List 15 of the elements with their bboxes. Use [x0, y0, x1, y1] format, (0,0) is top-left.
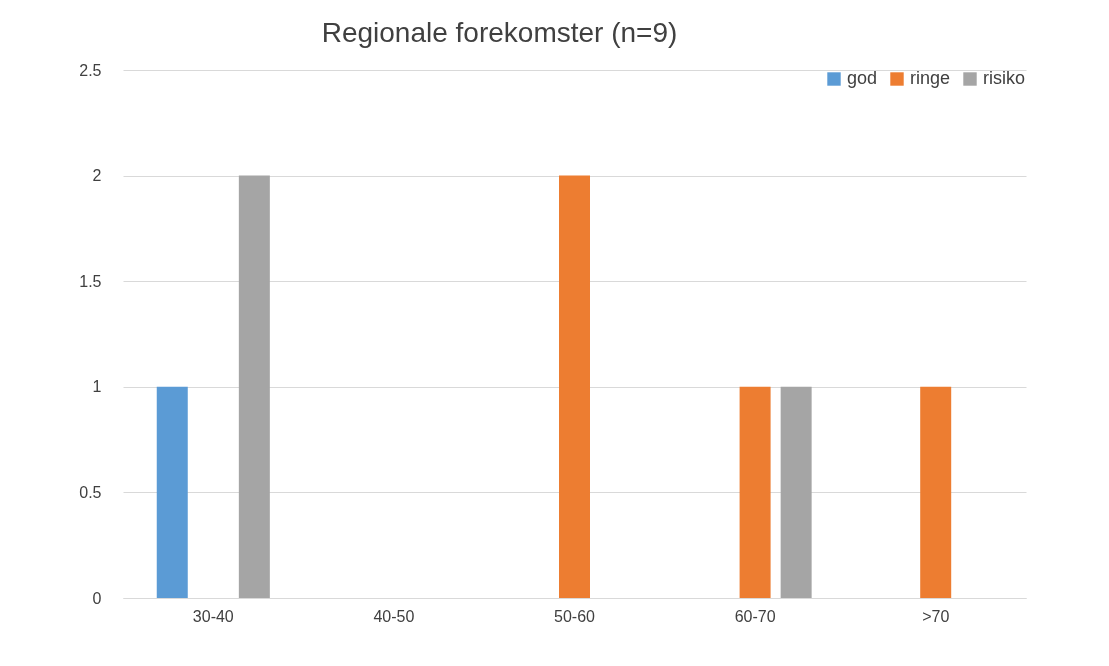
x-tick-label: >70 — [922, 607, 950, 625]
x-tick-label: 50-60 — [554, 607, 596, 625]
chart-title: Regionale forekomster (n=9) — [321, 17, 678, 48]
x-tick-label: 40-50 — [373, 607, 415, 625]
y-tick-label: 2.5 — [79, 61, 102, 79]
legend-label: god — [847, 68, 878, 88]
y-tick-label: 2 — [92, 167, 102, 185]
y-tick-label: 1 — [92, 378, 102, 396]
y-tick-label: 0.5 — [79, 483, 102, 501]
x-tick-label: 30-40 — [192, 607, 234, 625]
x-tick-label: 60-70 — [734, 607, 776, 625]
y-tick-label: 0 — [92, 589, 102, 607]
legend-label: risiko — [983, 68, 1026, 88]
legend-label: ringe — [910, 68, 951, 88]
y-tick-label: 1.5 — [79, 272, 102, 290]
